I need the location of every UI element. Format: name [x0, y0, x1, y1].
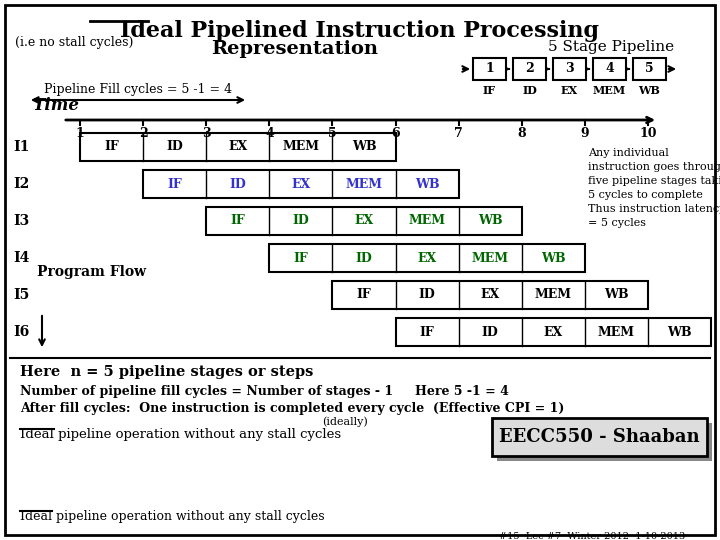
Text: IF: IF — [483, 85, 496, 97]
Text: Any individual
instruction goes through all
five pipeline stages taking
5 cycles: Any individual instruction goes through … — [588, 148, 720, 228]
Text: IF: IF — [420, 326, 434, 339]
Text: WB: WB — [541, 252, 566, 265]
Text: IF: IF — [294, 252, 308, 265]
Text: Pipeline Fill cycles = 5 -1 = 4: Pipeline Fill cycles = 5 -1 = 4 — [44, 83, 232, 96]
Text: 1: 1 — [76, 127, 84, 140]
Text: I4: I4 — [14, 251, 30, 265]
Text: 5: 5 — [645, 63, 654, 76]
Text: ID: ID — [230, 178, 246, 191]
Text: Ideal pipeline operation without any stall cycles: Ideal pipeline operation without any sta… — [20, 428, 341, 441]
Text: EX: EX — [292, 178, 310, 191]
Text: Here  n = 5 pipeline stages or steps: Here n = 5 pipeline stages or steps — [20, 365, 313, 379]
Text: EX: EX — [561, 85, 578, 97]
Text: WB: WB — [604, 288, 629, 301]
Bar — [473, 58, 506, 80]
Bar — [395, 318, 711, 346]
Bar — [492, 418, 707, 456]
Text: MEM: MEM — [593, 85, 626, 97]
Text: MEM: MEM — [598, 326, 635, 339]
Text: Representation: Representation — [212, 40, 379, 58]
Text: 10: 10 — [639, 127, 657, 140]
Text: 4: 4 — [265, 127, 274, 140]
Bar — [143, 170, 459, 198]
Text: EX: EX — [418, 252, 437, 265]
Text: 3: 3 — [202, 127, 210, 140]
Text: 5: 5 — [328, 127, 337, 140]
Text: 2: 2 — [139, 127, 148, 140]
Text: IF: IF — [230, 214, 245, 227]
Text: IF: IF — [104, 140, 119, 153]
Bar — [633, 58, 666, 80]
Text: Number of pipeline fill cycles = Number of stages - 1     Here 5 -1 = 4: Number of pipeline fill cycles = Number … — [20, 385, 509, 398]
Text: Ideal pipeline operation without any stall cycles: Ideal pipeline operation without any sta… — [20, 510, 325, 523]
Text: EX: EX — [354, 214, 374, 227]
Text: WB: WB — [639, 85, 660, 97]
Bar — [553, 58, 586, 80]
Bar — [497, 423, 712, 461]
Text: Ideal Pipelined Instruction Processing: Ideal Pipelined Instruction Processing — [120, 20, 600, 42]
Text: ID: ID — [419, 288, 436, 301]
Text: 9: 9 — [580, 127, 589, 140]
Text: ID: ID — [482, 326, 498, 339]
Text: #15  Lec #7  Winter 2012  1-10-2013: #15 Lec #7 Winter 2012 1-10-2013 — [499, 532, 685, 540]
Bar — [333, 281, 648, 309]
Text: ID: ID — [522, 85, 537, 97]
Text: (i.e no stall cycles): (i.e no stall cycles) — [15, 36, 133, 49]
Bar — [269, 244, 585, 272]
Bar — [593, 58, 626, 80]
Text: I3: I3 — [14, 214, 30, 228]
Text: ID: ID — [166, 140, 183, 153]
Text: MEM: MEM — [346, 178, 382, 191]
Text: WB: WB — [667, 326, 692, 339]
Text: IF: IF — [356, 288, 372, 301]
Text: WB: WB — [351, 140, 377, 153]
Text: MEM: MEM — [535, 288, 572, 301]
Text: EECC550 - Shaaban: EECC550 - Shaaban — [499, 428, 700, 446]
Text: 7: 7 — [454, 127, 463, 140]
Text: IF: IF — [167, 178, 182, 191]
Text: EX: EX — [480, 288, 500, 301]
Text: MEM: MEM — [472, 252, 509, 265]
Text: I6: I6 — [14, 325, 30, 339]
Text: (ideally): (ideally) — [322, 416, 368, 427]
Text: MEM: MEM — [409, 214, 446, 227]
Bar — [206, 207, 522, 235]
Text: 8: 8 — [518, 127, 526, 140]
Text: Program Flow: Program Flow — [37, 265, 146, 279]
Text: I1: I1 — [14, 140, 30, 154]
Text: ID: ID — [356, 252, 372, 265]
Text: WB: WB — [478, 214, 503, 227]
Text: After fill cycles:  One instruction is completed every cycle  (Effective CPI = 1: After fill cycles: One instruction is co… — [20, 402, 564, 415]
Text: 5 Stage Pipeline: 5 Stage Pipeline — [548, 40, 674, 54]
Text: 3: 3 — [565, 63, 574, 76]
Text: 4: 4 — [605, 63, 614, 76]
Text: EX: EX — [228, 140, 248, 153]
Text: 2: 2 — [525, 63, 534, 76]
Text: WB: WB — [415, 178, 439, 191]
Bar — [80, 133, 395, 161]
Text: EX: EX — [544, 326, 563, 339]
Bar — [513, 58, 546, 80]
Text: MEM: MEM — [282, 140, 320, 153]
Text: I2: I2 — [14, 177, 30, 191]
Text: 6: 6 — [391, 127, 400, 140]
Text: 1: 1 — [485, 63, 494, 76]
Text: I5: I5 — [14, 288, 30, 302]
Text: ID: ID — [292, 214, 310, 227]
Text: Time: Time — [32, 97, 79, 114]
